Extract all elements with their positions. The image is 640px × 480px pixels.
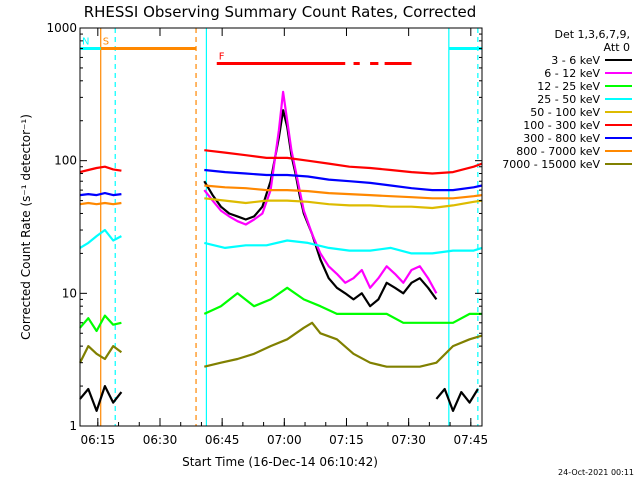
footer-timestamp: 24-Oct-2021 00:11: [558, 468, 634, 477]
y-tick-label: 1: [69, 419, 77, 433]
legend-entry-label: 300 - 800 keV: [523, 132, 600, 145]
x-axis: 06:15 06:30 06:45 07:00 07:15 07:30 07:45: [81, 28, 489, 447]
series-line: [204, 168, 483, 192]
series-line: [79, 165, 122, 174]
series-line: [79, 201, 122, 206]
series-line: [79, 345, 123, 364]
legend-entry-label: 6 - 12 keV: [544, 67, 600, 80]
series-line: [79, 314, 122, 333]
y-tick-label: 100: [54, 154, 77, 168]
chart-title: RHESSI Observing Summary Count Rates, Co…: [84, 3, 477, 21]
x-tick-label: 07:15: [329, 433, 364, 447]
y-axis-label: Corrected Count Rate (s⁻¹ detector⁻¹): [19, 114, 33, 340]
x-tick-label: 06:45: [205, 433, 240, 447]
legend-entry-label: 800 - 7000 keV: [516, 145, 600, 158]
x-tick-label: 07:45: [454, 433, 489, 447]
series-line: [79, 385, 123, 412]
series-line: [204, 321, 483, 368]
state-bar-label: N: [82, 37, 89, 48]
state-bar-label: S: [103, 37, 109, 48]
x-tick-label: 07:30: [391, 433, 426, 447]
y-tick-label: 10: [62, 286, 77, 300]
series-line: [79, 228, 122, 249]
series-line: [204, 239, 483, 255]
x-tick-label: 07:00: [267, 433, 302, 447]
series-line: [203, 90, 438, 294]
legend-entry-label: 12 - 25 keV: [537, 80, 600, 93]
state-bar-label: F: [219, 52, 225, 63]
series-line: [204, 149, 483, 175]
series-line: [204, 184, 483, 200]
series-line: [435, 387, 479, 412]
legend-header: Det 1,3,6,7,9,: [554, 28, 630, 41]
series-line: [204, 197, 483, 210]
legend-entry-label: 7000 - 15000 keV: [502, 158, 600, 171]
x-axis-label: Start Time (16-Dec-14 06:10:42): [182, 455, 378, 469]
plot-data-layer: S N F: [79, 28, 483, 426]
legend-entry-label: 100 - 300 keV: [523, 119, 600, 132]
series-line: [203, 286, 482, 324]
legend-header: Att 0: [604, 41, 630, 54]
series-line: [79, 192, 122, 197]
legend-entry-label: 25 - 50 keV: [537, 93, 600, 106]
y-tick-label: 1000: [46, 21, 77, 35]
legend-entry-label: 50 - 100 keV: [530, 106, 600, 119]
x-tick-label: 06:30: [143, 433, 178, 447]
y-axis: 1 10 100 1000: [46, 21, 482, 433]
legend-entry-label: 3 - 6 keV: [551, 54, 600, 67]
x-tick-label: 06:15: [81, 433, 116, 447]
plot-frame: [79, 27, 483, 427]
